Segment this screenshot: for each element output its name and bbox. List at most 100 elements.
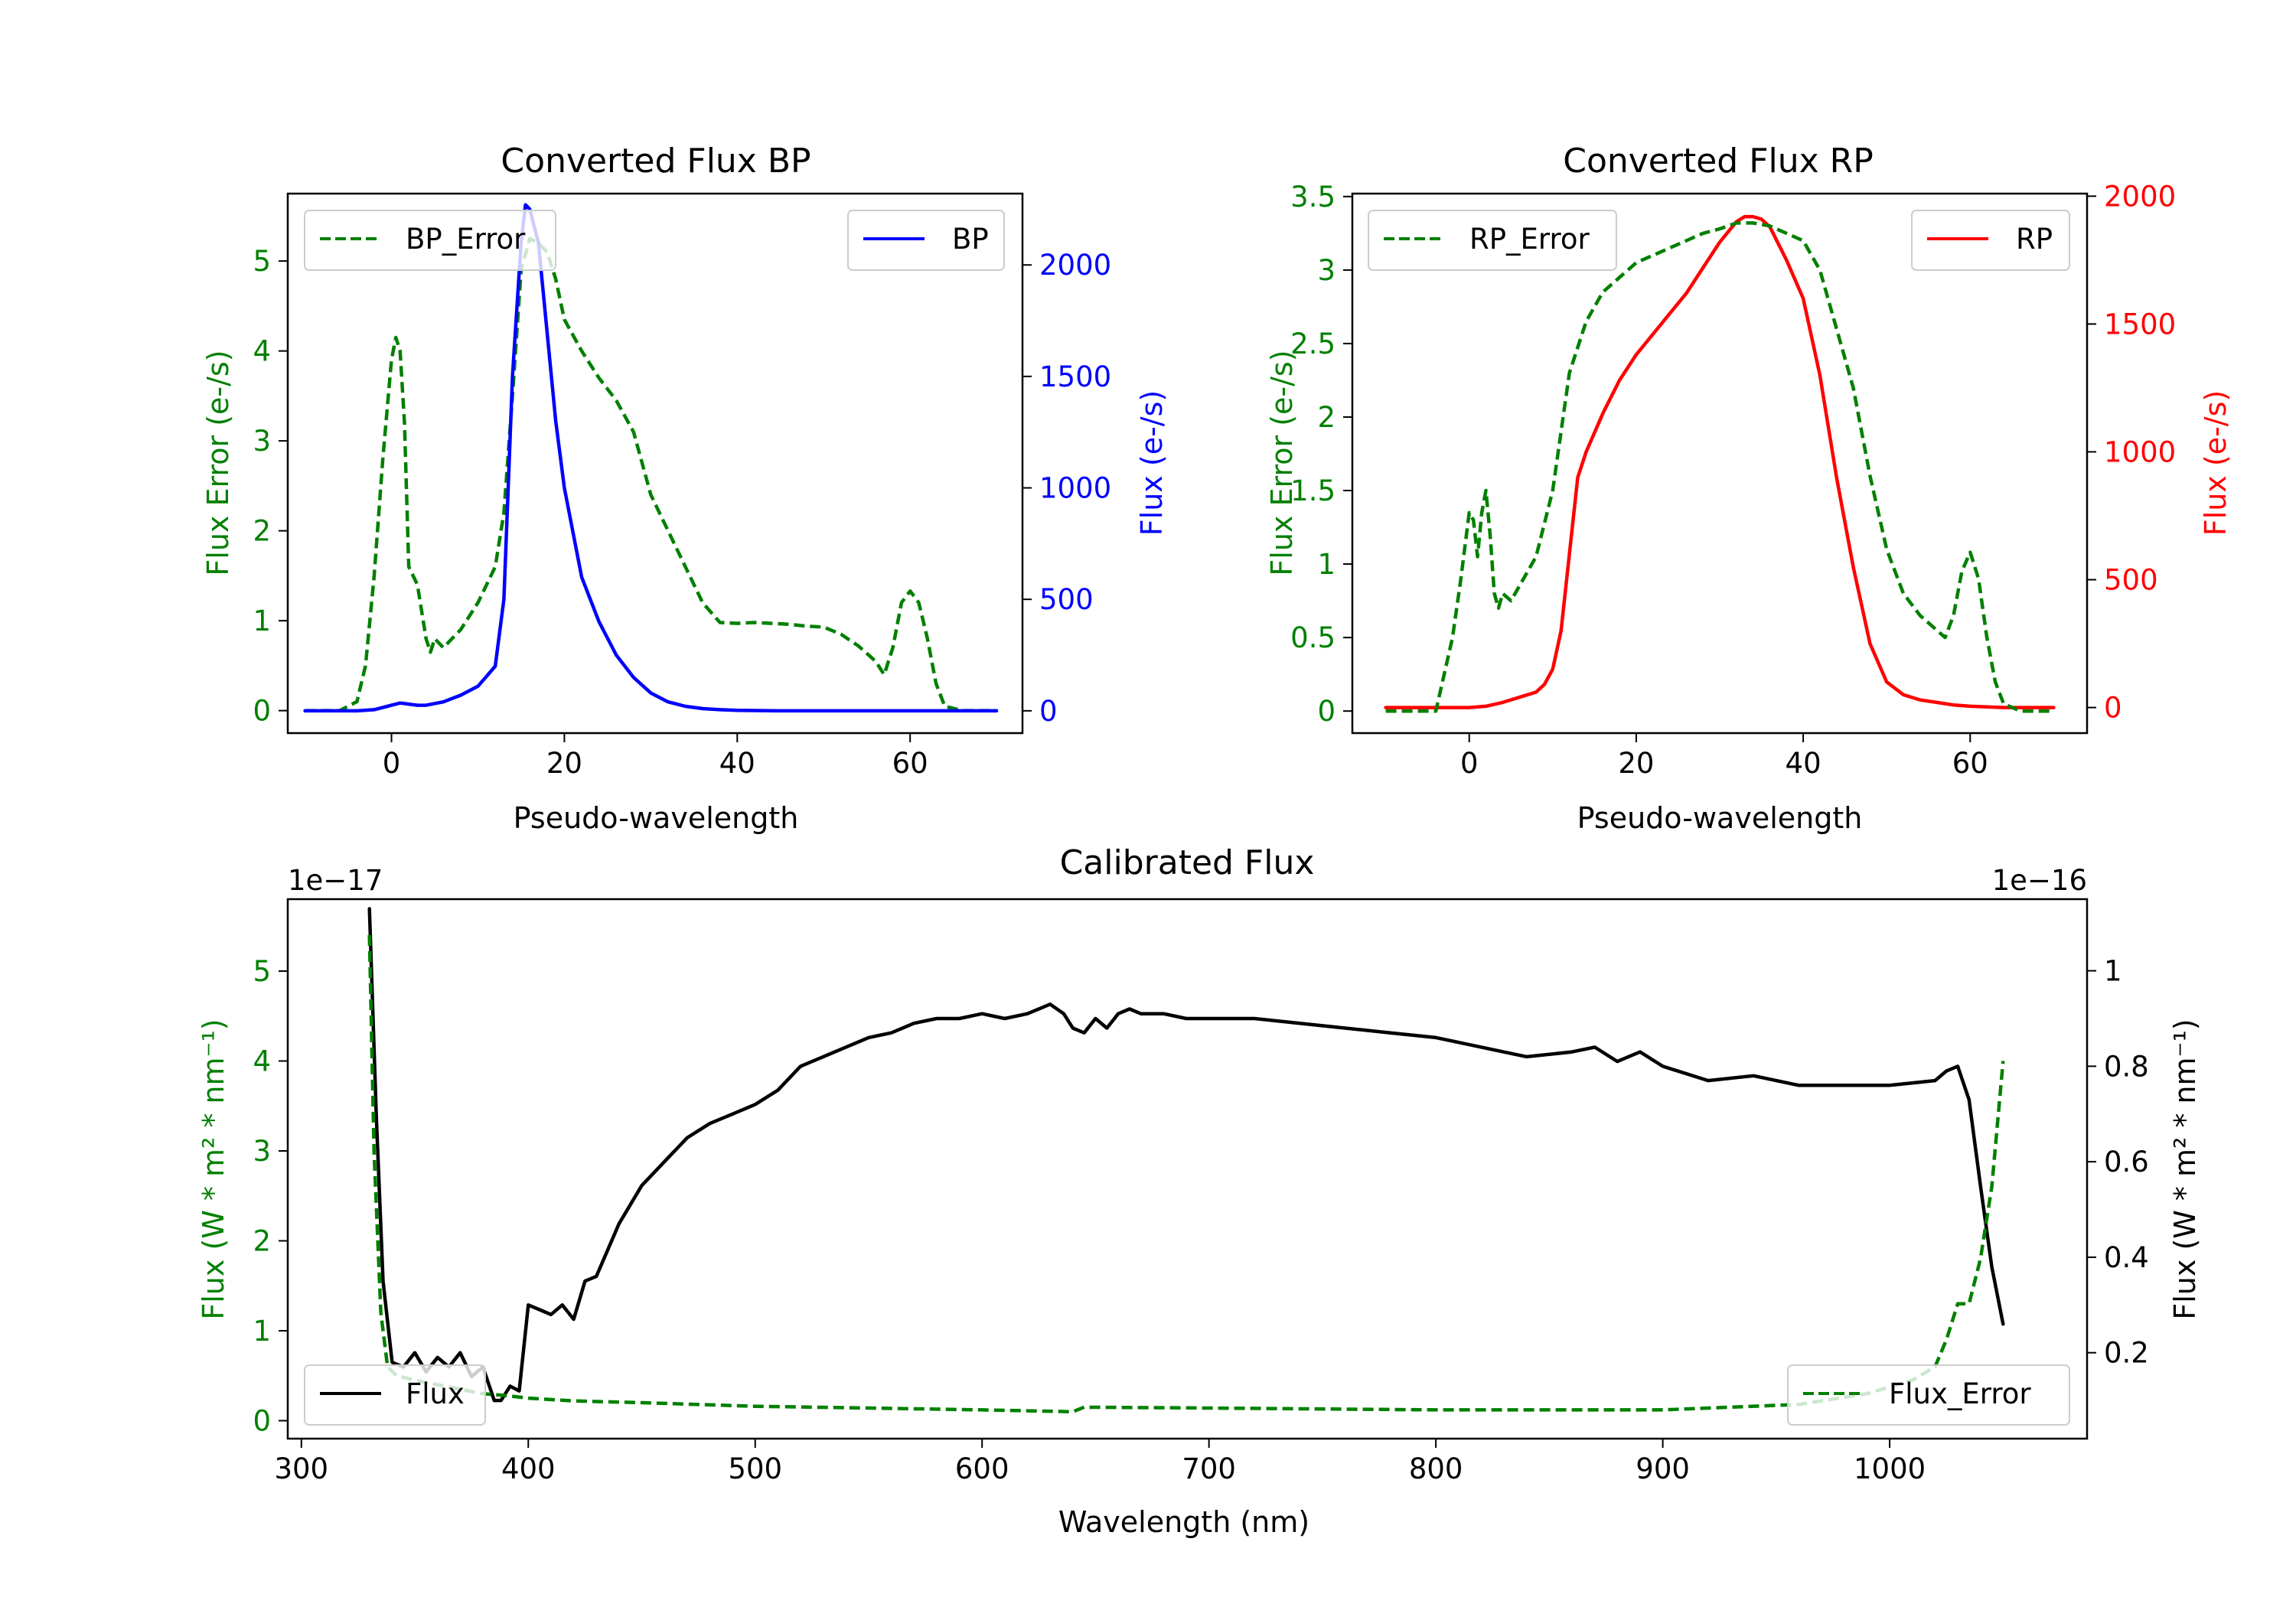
- rp-legend-right: RP: [1911, 210, 2070, 271]
- cal-legend-left-label: Flux: [406, 1377, 465, 1410]
- cal-legend-right: Flux_Error: [1787, 1364, 2070, 1426]
- cal-x-tick-label: 800: [1409, 1452, 1463, 1485]
- cal-legend-right-box: [1787, 1364, 2070, 1426]
- bp-title: Converted Flux BP: [501, 142, 810, 181]
- cal-offset-left: 1e−17: [288, 864, 383, 897]
- cal-series-group: [367, 907, 2005, 1414]
- bp-y-axis-label-right: Flux (e-/s): [1135, 390, 1169, 536]
- cal-x-tick-label: 400: [501, 1452, 556, 1485]
- panel-bp: Converted Flux BP 0 20 40 60 0 1 2 3 4 5 0 500 1000 1…: [201, 142, 1169, 835]
- cal-x-tick-label: 900: [1636, 1452, 1690, 1485]
- rp-x-tick-label: 20: [1618, 747, 1654, 780]
- bp-axes-frame: [286, 192, 1024, 735]
- cal-legend-right-label: Flux_Error: [1889, 1377, 2031, 1410]
- bp-y-left-tick-label: 4: [253, 335, 271, 368]
- bp-x-axis-label: Pseudo-wavelength: [514, 801, 799, 835]
- cal-title: Calibrated Flux: [1060, 843, 1315, 882]
- cal-y-right-tick-label: 1: [2104, 955, 2122, 988]
- bp-plot-area: [303, 203, 999, 713]
- rp-y-left-tick-label: 0: [1317, 695, 1336, 728]
- bp-y-left-tick-label: 1: [253, 605, 271, 637]
- cal-x-tick-label: 300: [274, 1452, 328, 1485]
- cal-y-left-tick-label: 1: [253, 1315, 271, 1348]
- cal-y-right-tick-label: 0.4: [2104, 1241, 2149, 1274]
- rp-y-right-tick-label: 2000: [2104, 180, 2176, 213]
- rp-ticks: 0 20 40 60 0 0.5 1 1.5 2 2.5 3 3.5 0 500 1000 1500 2000: [1290, 180, 2176, 780]
- cal-y-right-tick-label: 0.8: [2104, 1050, 2149, 1083]
- cal-y-left-tick-label: 0: [253, 1405, 271, 1438]
- cal-x-tick-label: 600: [955, 1452, 1009, 1485]
- rp-y-right-tick-label: 0: [2104, 692, 2122, 725]
- bp-y-right-tick-label: 1500: [1039, 360, 1111, 393]
- rp-y-left-tick-label: 1: [1317, 548, 1336, 581]
- bp-series-line-bp-error: [305, 236, 997, 712]
- bp-y-left-tick-label: 3: [253, 425, 271, 458]
- cal-x-tick-label: 700: [1182, 1452, 1236, 1485]
- rp-legend-right-box: [1911, 210, 2070, 271]
- panel-rp: Converted Flux RP 0 20 40 60 0 0.5 1 1.5 2 2.5 3 3.…: [1265, 142, 2232, 835]
- cal-y-axis-label-right: Flux (W * m² * nm⁻¹): [2168, 1019, 2202, 1319]
- rp-legend-right-label: RP: [2016, 223, 2053, 256]
- cal-plot-area: [367, 907, 2005, 1414]
- rp-title: Converted Flux RP: [1563, 142, 1874, 181]
- bp-y-left-tick-label: 2: [253, 515, 271, 548]
- cal-x-tick-label: 1000: [1854, 1452, 1926, 1485]
- cal-ticks: 300 400 500 600 700 800 900 1000 0 1 2 3 4 5 0.2 0.4 0.6…: [253, 955, 2148, 1485]
- bp-y-left-tick-label: 0: [253, 695, 271, 728]
- rp-plot-area: [1384, 214, 2056, 713]
- rp-y-right-tick-label: 1500: [2104, 308, 2176, 341]
- bp-legend-right-box: [847, 210, 1005, 271]
- bp-series-group: [303, 203, 999, 713]
- panel-calibrated: Calibrated Flux 1e−17 1e−16 300 400 500 600…: [197, 843, 2202, 1539]
- cal-y-left-tick-label: 3: [253, 1135, 271, 1168]
- rp-x-tick-label: 40: [1786, 747, 1821, 780]
- rp-y-right-tick-label: 1000: [2104, 435, 2176, 468]
- rp-legend-left-label: RP_Error: [1469, 223, 1590, 256]
- rp-x-tick-label: 0: [1460, 747, 1479, 780]
- bp-y-left-tick-label: 5: [253, 245, 271, 278]
- rp-y-left-tick-label: 0.5: [1290, 621, 1336, 654]
- bp-y-right-tick-label: 2000: [1039, 249, 1111, 282]
- bp-x-tick-label: 40: [719, 747, 755, 780]
- cal-legend-left: Flux: [304, 1364, 486, 1426]
- bp-legend-right-label: BP: [952, 223, 989, 256]
- cal-legend-left-box: [304, 1364, 486, 1426]
- bp-y-axis-label-left: Flux Error (e-/s): [201, 350, 235, 575]
- bp-legend-left: BP_Error: [304, 210, 556, 271]
- rp-x-axis-label: Pseudo-wavelength: [1577, 801, 1863, 835]
- rp-legend-left-box: [1368, 210, 1617, 271]
- cal-x-tick-label: 500: [728, 1452, 782, 1485]
- bp-y-right-tick-label: 500: [1039, 583, 1094, 616]
- bp-legend-right: BP: [847, 210, 1005, 271]
- rp-axes-frame: [1351, 192, 2089, 735]
- cal-y-left-tick-label: 5: [253, 955, 271, 988]
- cal-y-right-tick-label: 0.6: [2104, 1146, 2149, 1178]
- cal-y-left-tick-label: 4: [253, 1045, 271, 1078]
- cal-axes-frame: [286, 898, 2089, 1440]
- cal-y-left-tick-label: 2: [253, 1225, 271, 1258]
- cal-offset-right: 1e−16: [1992, 864, 2087, 897]
- rp-x-tick-label: 60: [1952, 747, 1988, 780]
- rp-y-left-tick-label: 3: [1317, 254, 1336, 287]
- cal-series-line-flux: [367, 907, 2005, 1403]
- rp-series-line-rp-error: [1385, 221, 2054, 713]
- cal-y-axis-label-left: Flux (W * m² * nm⁻¹): [197, 1019, 230, 1319]
- rp-y-left-tick-label: 2.5: [1290, 328, 1336, 360]
- rp-y-left-tick-label: 1.5: [1290, 474, 1336, 507]
- bp-legend-left-label: BP_Error: [406, 223, 526, 256]
- cal-y-right-tick-label: 0.2: [2104, 1337, 2149, 1370]
- rp-series-line-rp-error: [1384, 214, 2056, 709]
- rp-series-group: [1384, 214, 2056, 713]
- bp-ticks: 0 20 40 60 0 1 2 3 4 5 0 500 1000 1500 2000: [253, 245, 1111, 780]
- rp-y-right-tick-label: 500: [2104, 564, 2158, 597]
- cal-x-axis-label: Wavelength (nm): [1058, 1505, 1309, 1539]
- cal-series-line-flux-error: [367, 934, 2005, 1414]
- bp-x-tick-label: 0: [383, 747, 401, 780]
- rp-y-left-tick-label: 2: [1317, 401, 1336, 434]
- rp-y-axis-label-left: Flux Error (e-/s): [1265, 350, 1299, 575]
- bp-legend-left-box: [304, 210, 556, 271]
- bp-y-right-tick-label: 1000: [1039, 472, 1111, 505]
- bp-series-line-bp: [303, 203, 999, 713]
- bp-x-tick-label: 60: [892, 747, 928, 780]
